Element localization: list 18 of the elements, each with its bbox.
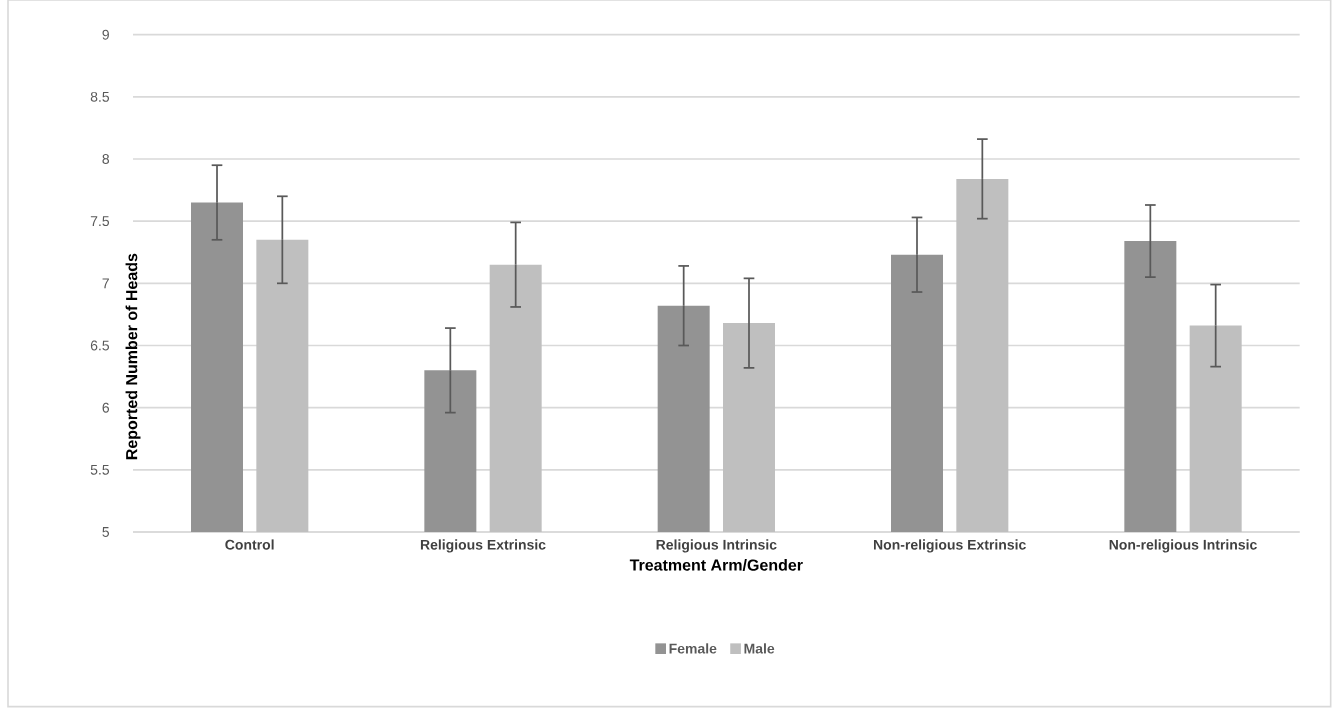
x-tick-label: Religious Extrinsic: [420, 539, 546, 553]
x-tick-label: Non-religious Extrinsic: [873, 539, 1026, 553]
y-tick-label: 6: [102, 402, 110, 413]
y-tick-label: 7: [102, 278, 109, 289]
y-tick-label: 9: [102, 29, 109, 40]
x-axis-title: Treatment Arm/Gender: [629, 559, 803, 572]
y-tick-label: 8.5: [90, 92, 110, 102]
x-tick-label: Religious Intrinsic: [656, 539, 777, 553]
y-tick-label: 6.5: [90, 340, 110, 351]
legend-label: Female: [669, 643, 717, 654]
y-tick-label: 5.5: [90, 465, 110, 475]
y-tick-label: 8: [102, 154, 110, 165]
y-tick-label: 5: [102, 527, 110, 538]
y-axis-title: Reported Number of Heads: [125, 253, 141, 460]
y-tick-label: 7.5: [90, 216, 110, 227]
x-tick-label: Non-religious Intrinsic: [1109, 539, 1257, 553]
legend-label: Male: [744, 643, 775, 654]
x-tick-label: Control: [225, 539, 274, 550]
